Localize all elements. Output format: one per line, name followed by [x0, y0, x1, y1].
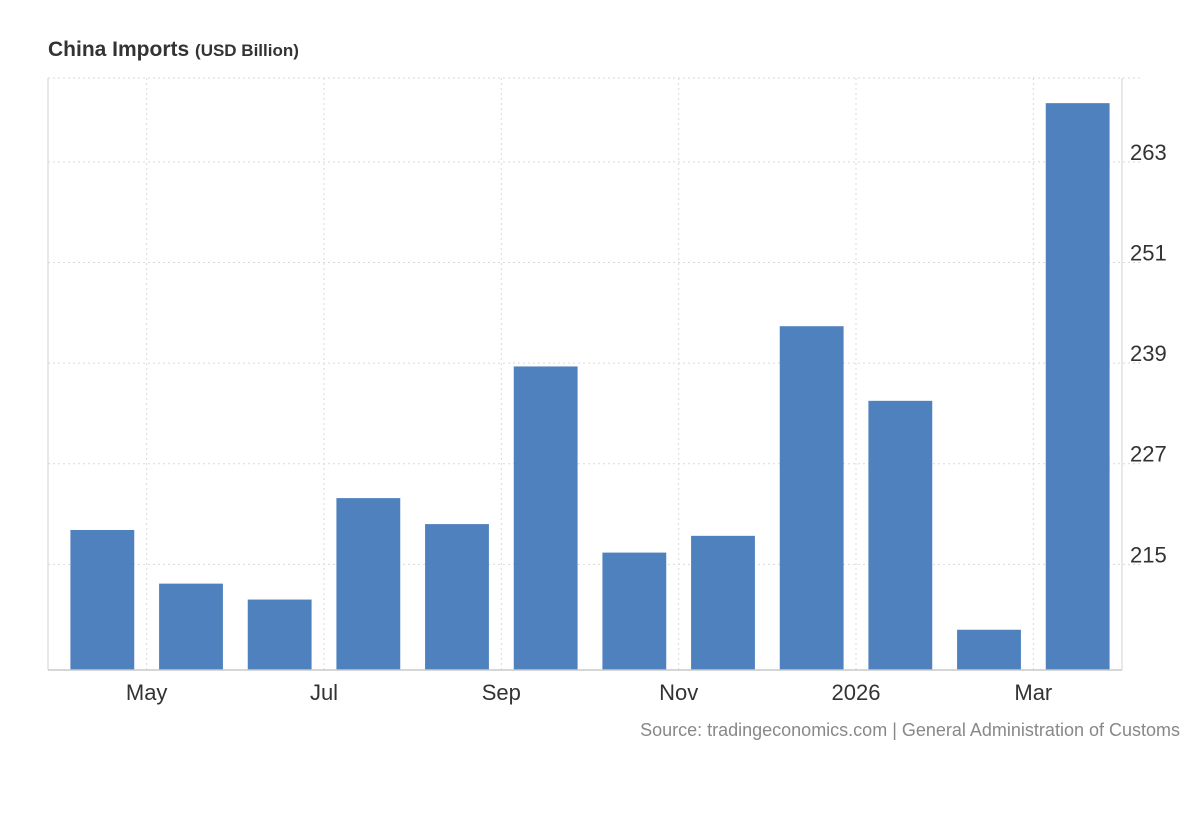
x-tick-label: Jul	[310, 680, 338, 705]
chart-title-text: China Imports	[48, 38, 190, 61]
bar-chart: 215 227 239 251 263 May Jul Sep Nov 2026 Mar	[47, 77, 1167, 705]
bar-2026-03	[1045, 103, 1110, 670]
bar-2025-06	[247, 599, 312, 670]
bar-2025-09	[513, 366, 578, 670]
y-tick-label: 215	[1130, 542, 1167, 567]
y-tick-label: 263	[1130, 140, 1167, 165]
chart-unit: (USD Billion)	[195, 41, 299, 60]
bar-2026-01	[868, 400, 933, 670]
bar-2026-02	[957, 629, 1021, 670]
y-tick-label: 251	[1130, 240, 1167, 265]
bar-2025-05	[159, 583, 223, 670]
x-tick-label: May	[126, 680, 168, 705]
bar-2025-07	[336, 498, 401, 670]
y-tick-label: 239	[1130, 341, 1167, 366]
x-tick-label: Nov	[659, 680, 698, 705]
bar-2025-11	[691, 535, 755, 670]
y-tick-label: 227	[1130, 442, 1167, 467]
bars	[70, 103, 1110, 670]
grid-lines	[48, 77, 1140, 670]
bar-2025-08	[425, 524, 489, 670]
bar-2025-04	[70, 529, 135, 670]
bar-2025-10	[602, 552, 667, 670]
bar-2025-12	[779, 326, 844, 670]
axes: 215 227 239 251 263 May Jul Sep Nov 2026 Mar	[47, 78, 1167, 705]
source-credit: Source: tradingeconomics.com | General A…	[640, 720, 1180, 740]
x-tick-label: 2026	[832, 680, 881, 705]
chart-title: China Imports (USD Billion)	[48, 38, 299, 62]
x-tick-label: Sep	[482, 680, 521, 705]
x-tick-label: Mar	[1014, 680, 1052, 705]
